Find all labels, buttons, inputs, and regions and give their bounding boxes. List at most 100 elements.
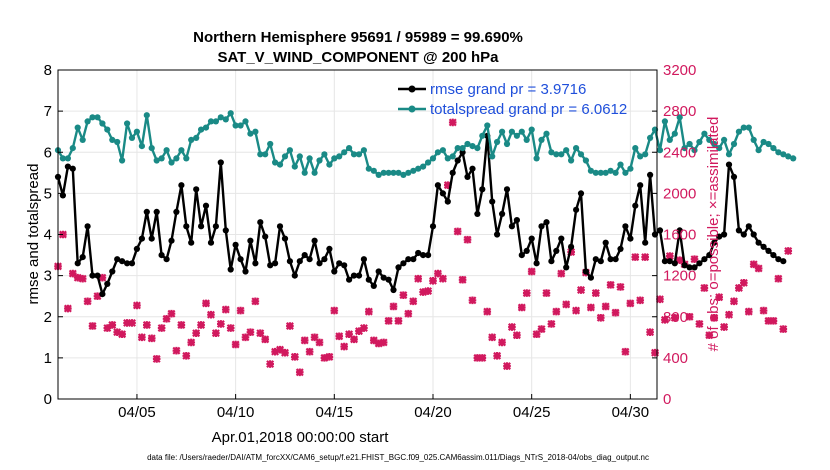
series-rmse-point: [444, 198, 451, 205]
obs-marker: [507, 323, 516, 332]
series-rmse-point: [429, 223, 437, 230]
series-totalspread-point: [642, 151, 649, 158]
series-totalspread-point: [597, 169, 604, 176]
y-axis-right-label: # of obs: o=possible; ×=assimilated: [705, 117, 722, 352]
obs-marker: [78, 274, 87, 283]
series-totalspread-point: [375, 171, 382, 178]
series-totalspread-point: [341, 149, 348, 156]
series-totalspread-point: [124, 120, 131, 127]
chart-title-line2: SAT_V_WIND_COMPONENT @ 200 hPa: [217, 49, 499, 66]
series-totalspread-point: [119, 157, 126, 164]
series-totalspread-point: [138, 143, 145, 150]
obs-marker: [675, 256, 684, 265]
series-rmse-point: [494, 231, 501, 238]
series-totalspread-point: [602, 169, 609, 176]
series-rmse-point: [469, 165, 476, 172]
series-totalspread-point: [503, 140, 511, 148]
obs-marker: [769, 316, 778, 325]
series-totalspread-point: [647, 134, 654, 141]
series-rmse-point: [64, 163, 71, 170]
series-totalspread-point: [163, 147, 170, 154]
obs-marker: [162, 314, 171, 323]
obs-marker: [774, 274, 783, 283]
obs-marker: [759, 306, 768, 315]
series-totalspread-point: [311, 169, 318, 176]
series-rmse-point: [296, 258, 303, 265]
series-rmse-point: [558, 235, 565, 242]
obs-marker: [68, 269, 77, 278]
series-totalspread-point: [252, 128, 259, 135]
legend-spread-marker: [408, 105, 416, 113]
series-rmse-point: [518, 252, 525, 259]
series-totalspread-point: [577, 151, 585, 158]
obs-marker: [320, 353, 329, 362]
obs-marker: [271, 347, 280, 356]
obs-marker: [409, 297, 418, 306]
obs-marker: [364, 307, 373, 316]
series-rmse-point: [735, 227, 743, 234]
series-totalspread-point: [64, 155, 71, 162]
obs-marker: [108, 320, 117, 329]
obs-marker: [98, 273, 107, 282]
series-totalspread-point: [360, 147, 367, 154]
series-totalspread-point: [355, 151, 363, 158]
series-rmse-point: [410, 256, 417, 263]
series-totalspread-point: [617, 161, 624, 168]
obs-marker: [532, 330, 541, 339]
series-totalspread: [54, 110, 797, 178]
obs-marker: [113, 328, 122, 337]
x-tick-label: 04/15: [316, 404, 354, 421]
series-rmse-point: [74, 260, 81, 267]
series-rmse-point: [750, 231, 757, 238]
obs-marker: [256, 329, 265, 338]
obs-marker: [266, 360, 275, 369]
y-right-tick-label: 400: [663, 350, 688, 367]
series-rmse-point: [178, 182, 185, 189]
series-totalspread-point: [99, 120, 106, 127]
series-totalspread-point: [133, 128, 140, 135]
obs-marker: [764, 316, 773, 325]
obs-marker: [206, 310, 215, 319]
series-totalspread-point: [661, 118, 669, 125]
obs-marker: [542, 289, 551, 298]
obs-marker: [404, 309, 413, 318]
series-totalspread-point: [183, 155, 190, 162]
series-rmse-point: [247, 237, 254, 244]
series-rmse-point: [281, 235, 289, 242]
series-totalspread-point: [785, 153, 792, 160]
series-totalspread-point: [711, 140, 718, 148]
obs-marker: [655, 295, 664, 304]
series-totalspread-point: [528, 126, 535, 133]
series-totalspread-point: [415, 165, 422, 172]
obs-marker: [157, 324, 166, 333]
obs-marker: [636, 296, 645, 305]
series-rmse-point: [400, 260, 407, 267]
obs-marker: [182, 351, 191, 360]
series-totalspread-point: [671, 130, 678, 137]
series-totalspread-point: [207, 118, 215, 125]
obs-marker: [438, 274, 447, 283]
series-totalspread-point: [153, 157, 160, 164]
obs-marker: [211, 329, 220, 338]
obs-marker: [152, 354, 161, 363]
series-rmse-point: [716, 233, 723, 240]
series-rmse-point: [336, 260, 343, 267]
obs-marker: [433, 269, 442, 278]
series-totalspread-point: [553, 151, 560, 158]
x-axis-label: Apr.01,2018 00:00:00 start: [212, 429, 390, 446]
y-left-tick-label: 4: [44, 227, 52, 244]
obs-marker: [359, 324, 368, 333]
footer-data-file: data file: /Users/raeder/DAI/ATM_forcXX/…: [147, 453, 649, 462]
obs-marker: [660, 315, 669, 324]
series-totalspread-point: [622, 169, 629, 176]
series-rmse-point: [691, 264, 698, 271]
obs-marker: [325, 352, 334, 361]
series-totalspread-point: [469, 143, 476, 150]
series-rmse-point: [632, 202, 639, 209]
series-totalspread-point: [331, 155, 338, 162]
obs-marker: [335, 332, 344, 341]
obs-marker: [128, 318, 136, 327]
obs-marker: [646, 328, 655, 337]
series-rmse-point: [202, 202, 210, 209]
obs-marker: [384, 316, 393, 325]
